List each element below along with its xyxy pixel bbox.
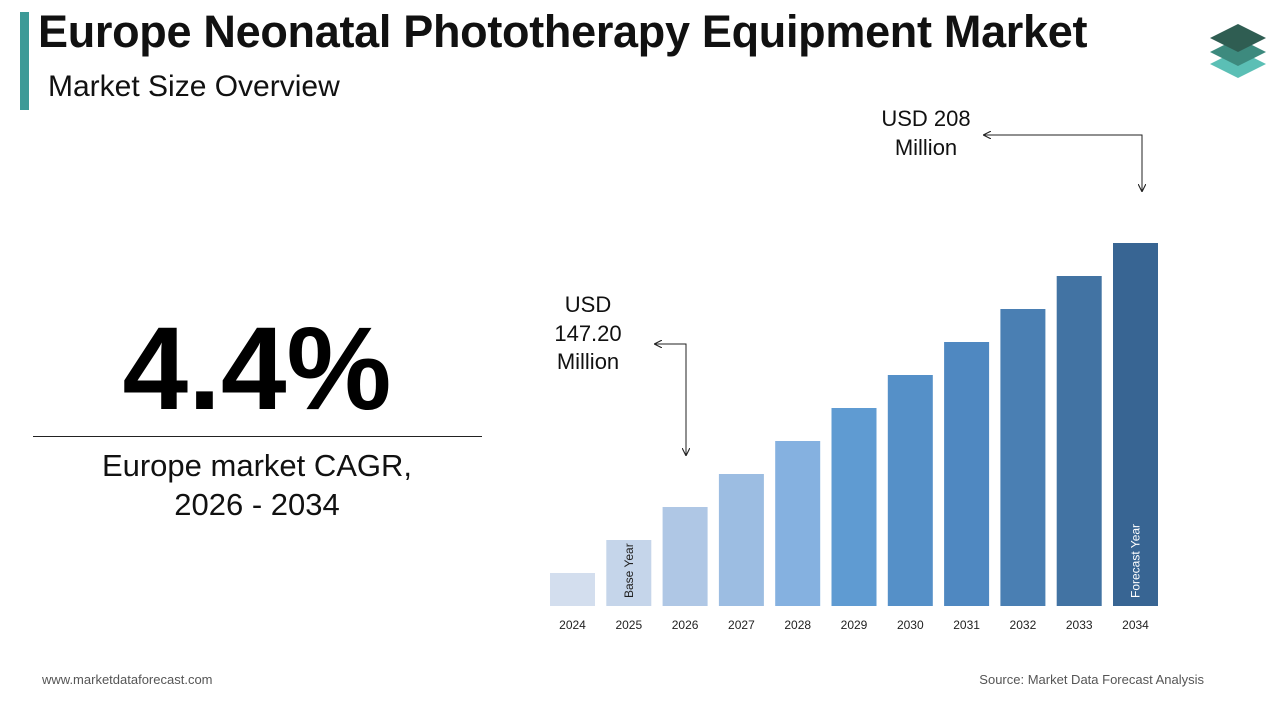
- x-tick-label-2025: 2025: [615, 618, 642, 632]
- x-tick-label-2024: 2024: [559, 618, 586, 632]
- start-value-line2: 147.20: [554, 320, 622, 346]
- end-value-line2: Million: [894, 134, 958, 160]
- end-value-line1: USD 208: [881, 106, 971, 131]
- bar-2025: [606, 540, 652, 606]
- cagr-label-line1: Europe market CAGR,: [101, 448, 413, 483]
- start-value-annotation: USD 147.20 Million: [538, 291, 638, 377]
- x-tick-label-2029: 2029: [841, 618, 868, 632]
- bar-2027: [718, 474, 764, 606]
- page-subtitle: Market Size Overview: [48, 70, 340, 103]
- start-value-arrow: [655, 344, 686, 455]
- cagr-label-line2: 2026 - 2034: [174, 487, 340, 522]
- footer-website: www.marketdataforecast.com: [42, 672, 213, 687]
- page-title: Europe Neonatal Phototherapy Equipment M…: [38, 6, 1088, 57]
- start-value-line1: USD: [564, 292, 612, 317]
- bar-2030: [887, 375, 933, 606]
- cagr-value: 4.4%: [122, 303, 392, 435]
- x-tick-label-2033: 2033: [1066, 618, 1093, 632]
- bar-2032: [1000, 309, 1046, 606]
- footer-source: Source: Market Data Forecast Analysis: [979, 672, 1204, 687]
- bar-2029: [831, 408, 877, 606]
- x-tick-label-2028: 2028: [784, 618, 811, 632]
- x-tick-label-2030: 2030: [897, 618, 924, 632]
- cagr-label: Europe market CAGR, 2026 - 2034: [32, 446, 482, 524]
- end-value-annotation: USD 208 Million: [866, 105, 986, 162]
- bar-2034: [1113, 243, 1158, 606]
- bar-2024: [550, 573, 595, 606]
- x-tick-label-2032: 2032: [1010, 618, 1037, 632]
- x-tick-label-2034: 2034: [1122, 618, 1149, 632]
- x-tick-label-2027: 2027: [728, 618, 755, 632]
- bar-label-2034: Forecast Year: [1129, 524, 1143, 598]
- bar-label-2025: Base Year: [622, 543, 636, 598]
- x-tick-label-2026: 2026: [672, 618, 699, 632]
- title-accent-bar: [20, 12, 29, 110]
- start-value-line3: Million: [556, 349, 620, 374]
- bar-2028: [775, 441, 821, 606]
- bar-2026: [662, 507, 708, 606]
- x-tick-label-2031: 2031: [953, 618, 980, 632]
- layers-logo-icon: [1210, 24, 1266, 78]
- end-value-arrow: [984, 135, 1142, 191]
- bar-2033: [1056, 276, 1102, 606]
- cagr-divider: [33, 436, 482, 437]
- bar-2031: [944, 342, 990, 606]
